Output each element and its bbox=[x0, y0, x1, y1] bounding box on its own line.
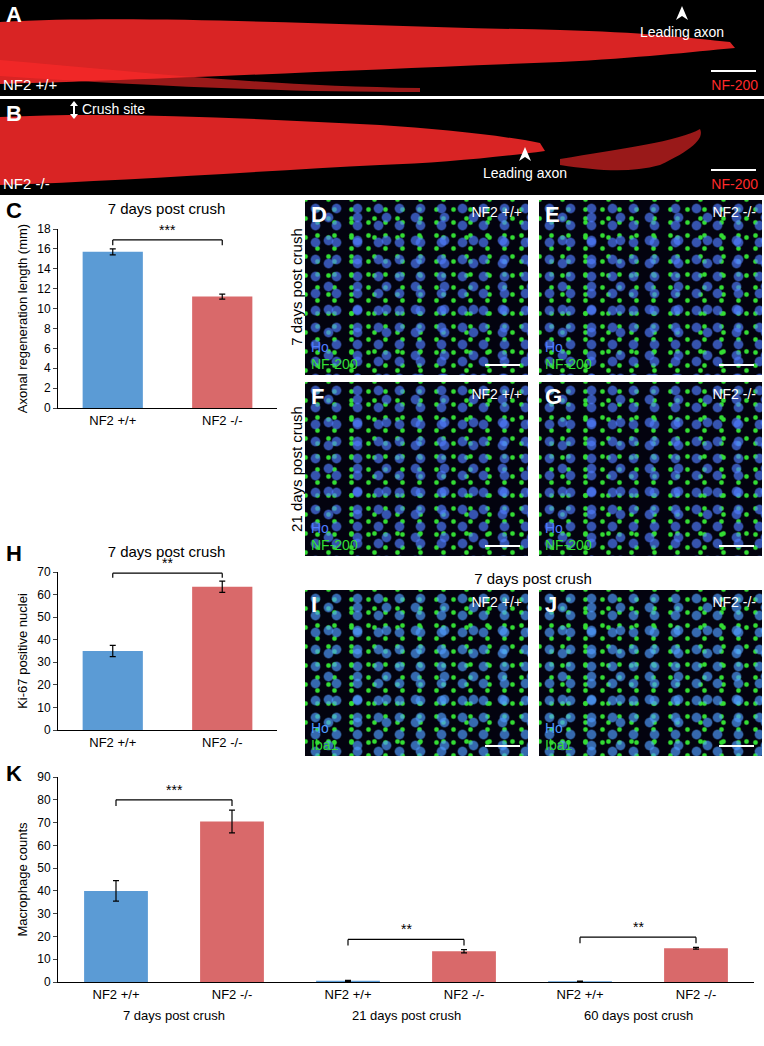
html-text:NF2 -/-: NF2 -/- bbox=[712, 204, 756, 220]
html-text:NF-200: NF-200 bbox=[545, 537, 592, 553]
svg-text:Macrophage counts: Macrophage counts bbox=[15, 822, 30, 937]
html-text:Leading axon: Leading axon bbox=[640, 24, 724, 40]
svg-text:**: ** bbox=[401, 921, 412, 937]
svg-text:***: *** bbox=[159, 222, 176, 238]
html-text:7 days post crush: 7 days post crush bbox=[474, 569, 592, 587]
html-text:NF2 +/+: NF2 +/+ bbox=[471, 594, 522, 610]
html-text:A: A bbox=[6, 2, 22, 27]
svg-text:NF2 -/-: NF2 -/- bbox=[676, 987, 716, 1002]
html-text:F: F bbox=[311, 384, 325, 409]
svg-text:**: ** bbox=[162, 555, 173, 571]
svg-text:70: 70 bbox=[37, 565, 51, 579]
svg-text:***: *** bbox=[166, 782, 183, 798]
svg-text:7 days post crush: 7 days post crush bbox=[108, 543, 226, 560]
svg-text:0: 0 bbox=[44, 975, 51, 989]
html-text:B: B bbox=[6, 101, 22, 126]
html-text:NF2 +/+: NF2 +/+ bbox=[471, 386, 522, 402]
html-text:C: C bbox=[6, 198, 22, 223]
html-text:K: K bbox=[6, 761, 22, 786]
svg-text:30: 30 bbox=[37, 907, 51, 921]
svg-text:7 days post crush: 7 days post crush bbox=[123, 1008, 225, 1023]
svg-text:Ki-67 positive nuclei: Ki-67 positive nuclei bbox=[15, 593, 30, 709]
svg-text:Axonal regeneration length (mm: Axonal regeneration length (mm) bbox=[15, 224, 30, 413]
svg-text:20: 20 bbox=[37, 930, 51, 944]
svg-text:16: 16 bbox=[37, 242, 51, 256]
svg-text:50: 50 bbox=[37, 861, 51, 875]
svg-text:14: 14 bbox=[37, 262, 51, 276]
svg-text:NF2 -/-: NF2 -/- bbox=[202, 413, 242, 428]
html-text:21 days post crush: 21 days post crush bbox=[287, 406, 305, 532]
svg-text:6: 6 bbox=[44, 342, 51, 356]
svg-text:4: 4 bbox=[44, 361, 51, 375]
svg-text:60: 60 bbox=[37, 839, 51, 853]
svg-text:NF2 -/-: NF2 -/- bbox=[444, 987, 484, 1002]
html-text:Ho: Ho bbox=[311, 339, 329, 355]
svg-text:40: 40 bbox=[37, 884, 51, 898]
svg-text:60: 60 bbox=[37, 588, 51, 602]
html-text:Leading axon: Leading axon bbox=[483, 165, 567, 181]
html-text:NF-200: NF-200 bbox=[545, 356, 592, 372]
html-text:NF2 -/-: NF2 -/- bbox=[712, 594, 756, 610]
html-text:I: I bbox=[311, 592, 318, 617]
svg-text:70: 70 bbox=[37, 816, 51, 830]
svg-text:21 days post crush: 21 days post crush bbox=[352, 1008, 461, 1023]
html-text:J: J bbox=[545, 592, 558, 617]
svg-text:NF2 +/+: NF2 +/+ bbox=[89, 413, 136, 428]
html-text:Ho: Ho bbox=[311, 520, 329, 536]
svg-text:20: 20 bbox=[37, 678, 51, 692]
html-text:NF-200: NF-200 bbox=[711, 176, 758, 192]
svg-text:30: 30 bbox=[37, 655, 51, 669]
svg-text:8: 8 bbox=[44, 322, 51, 336]
svg-text:2: 2 bbox=[44, 381, 51, 395]
html-text:Ho: Ho bbox=[545, 520, 563, 536]
svg-text:90: 90 bbox=[37, 770, 51, 784]
html-text:NF2 +/+: NF2 +/+ bbox=[3, 76, 58, 93]
svg-text:7 days post crush: 7 days post crush bbox=[108, 200, 226, 217]
html-text:Iba1: Iba1 bbox=[311, 737, 339, 753]
svg-text:0: 0 bbox=[44, 401, 51, 415]
html-text:Ho: Ho bbox=[545, 720, 563, 736]
html-text:NF-200: NF-200 bbox=[311, 356, 358, 372]
svg-text:18: 18 bbox=[37, 222, 51, 236]
html-text:G: G bbox=[545, 384, 563, 409]
svg-text:10: 10 bbox=[37, 302, 51, 316]
html-text:D: D bbox=[311, 202, 327, 227]
svg-text:60 days post crush: 60 days post crush bbox=[584, 1008, 693, 1023]
svg-text:80: 80 bbox=[37, 793, 51, 807]
svg-text:NF2 -/-: NF2 -/- bbox=[202, 735, 242, 750]
html-text:Iba1: Iba1 bbox=[545, 737, 573, 753]
svg-text:NF2 +/+: NF2 +/+ bbox=[93, 987, 140, 1002]
html-text:Crush site: Crush site bbox=[82, 101, 145, 117]
html-text:Ho: Ho bbox=[545, 339, 563, 355]
svg-text:40: 40 bbox=[37, 633, 51, 647]
html-text:Ho: Ho bbox=[311, 720, 329, 736]
svg-text:12: 12 bbox=[37, 282, 51, 296]
html-text:NF2 +/+: NF2 +/+ bbox=[471, 204, 522, 220]
html-text:7 days post crush: 7 days post crush bbox=[287, 228, 305, 346]
html-text:NF-200: NF-200 bbox=[311, 537, 358, 553]
html-text:E: E bbox=[545, 202, 560, 227]
svg-text:10: 10 bbox=[37, 952, 51, 966]
svg-text:10: 10 bbox=[37, 701, 51, 715]
html-text:NF2 -/-: NF2 -/- bbox=[712, 386, 756, 402]
svg-text:50: 50 bbox=[37, 610, 51, 624]
html-text:H: H bbox=[6, 541, 22, 566]
svg-text:NF2 +/+: NF2 +/+ bbox=[325, 987, 372, 1002]
html-text:NF-200: NF-200 bbox=[711, 77, 758, 93]
svg-text:0: 0 bbox=[44, 723, 51, 737]
svg-text:NF2 -/-: NF2 -/- bbox=[212, 987, 252, 1002]
html-text:NF2 -/-: NF2 -/- bbox=[3, 175, 50, 192]
svg-text:NF2 +/+: NF2 +/+ bbox=[557, 987, 604, 1002]
svg-text:**: ** bbox=[633, 919, 644, 935]
svg-text:NF2 +/+: NF2 +/+ bbox=[89, 735, 136, 750]
